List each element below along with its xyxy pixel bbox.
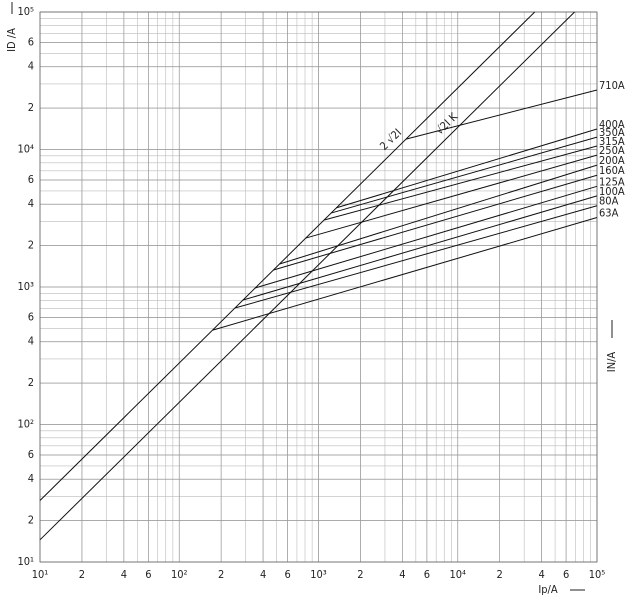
y-tick-label: 4 xyxy=(28,197,34,210)
x-tick-label: 2 xyxy=(218,568,224,581)
series-label: √2I K xyxy=(433,110,460,137)
x-tick-label: 10⁴ xyxy=(449,568,466,581)
series-line xyxy=(279,164,598,265)
y-tick-label: 4 xyxy=(28,60,34,73)
y-tick-label: 6 xyxy=(28,173,34,186)
series-label: 200A xyxy=(599,154,625,167)
series-line xyxy=(336,128,598,209)
series-label: 2 √2I xyxy=(377,126,404,153)
x-tick-label: 6 xyxy=(284,568,290,581)
series-line xyxy=(39,11,575,541)
y-tick-label: 6 xyxy=(28,448,34,461)
y-tick-label: 4 xyxy=(28,472,34,485)
y-tick-label: 2 xyxy=(28,239,34,252)
series-line xyxy=(273,174,598,271)
y-tick-label: 2 xyxy=(28,514,34,527)
series-line xyxy=(242,195,598,301)
x-tick-label: 6 xyxy=(424,568,430,581)
x-tick-label: 4 xyxy=(121,568,127,581)
series-label: 80A xyxy=(599,195,619,208)
series-line xyxy=(254,185,598,289)
y-tick-label: 6 xyxy=(28,311,34,324)
y-tick-label: 10² xyxy=(17,418,34,431)
x-tick-label: 2 xyxy=(79,568,85,581)
y2-axis-label: IN/A xyxy=(605,352,618,373)
x-tick-label: 10¹ xyxy=(32,568,49,581)
x-tick-label: 4 xyxy=(260,568,266,581)
series-line xyxy=(324,145,598,221)
series-line xyxy=(212,217,598,331)
series-label: 250A xyxy=(599,144,625,157)
series-line xyxy=(305,154,598,239)
x-tick-label: 4 xyxy=(538,568,544,581)
x-tick-label: 6 xyxy=(563,568,569,581)
x-tick-label: 10⁵ xyxy=(589,568,606,581)
series-label: 350A xyxy=(599,126,625,139)
series-label: 100A xyxy=(599,185,625,198)
y-tick-label: 2 xyxy=(28,376,34,389)
x-tick-label: 2 xyxy=(497,568,503,581)
series-label: 710A xyxy=(599,79,625,92)
series-label: 160A xyxy=(599,164,625,177)
series-line xyxy=(405,89,598,140)
y-tick-label: 10³ xyxy=(17,280,34,293)
series-line xyxy=(330,136,598,214)
series-label: 125A xyxy=(599,175,625,188)
series-label: 315A xyxy=(599,135,625,148)
series-label: 400A xyxy=(599,118,625,131)
y-tick-label: 4 xyxy=(28,335,34,348)
series-line xyxy=(234,205,598,309)
y-tick-label: 10⁴ xyxy=(17,143,34,156)
y-tick-label: 6 xyxy=(28,36,34,49)
x-tick-label: 6 xyxy=(145,568,151,581)
y-axis-label: ID /A xyxy=(5,28,18,52)
x-tick-label: 10³ xyxy=(310,568,327,581)
x-axis-label: Ip/A xyxy=(538,583,558,596)
series-line xyxy=(39,11,536,501)
x-tick-label: 4 xyxy=(399,568,405,581)
x-tick-label: 2 xyxy=(357,568,363,581)
plot-frame xyxy=(39,11,598,563)
y-tick-label: 10¹ xyxy=(17,555,34,568)
y-tick-label: 2 xyxy=(28,101,34,114)
x-tick-label: 10² xyxy=(171,568,188,581)
y-tick-label: 10⁵ xyxy=(17,5,34,18)
series-label: 63A xyxy=(599,207,619,220)
